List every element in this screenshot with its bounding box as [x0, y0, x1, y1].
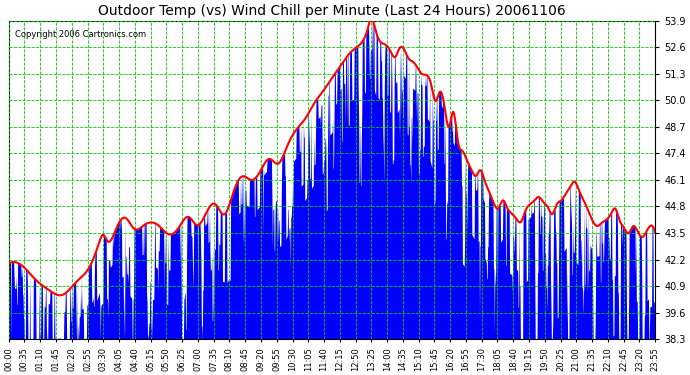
Text: Copyright 2006 Cartronics.com: Copyright 2006 Cartronics.com — [15, 30, 146, 39]
Title: Outdoor Temp (vs) Wind Chill per Minute (Last 24 Hours) 20061106: Outdoor Temp (vs) Wind Chill per Minute … — [98, 4, 566, 18]
